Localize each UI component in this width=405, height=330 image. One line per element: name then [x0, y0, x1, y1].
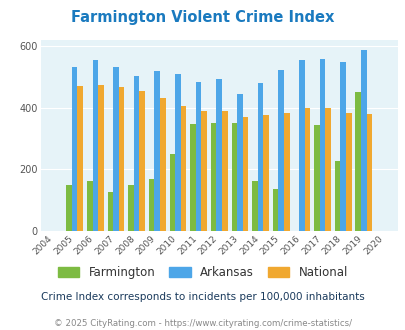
Bar [257, 83, 263, 231]
Bar [72, 67, 77, 231]
Text: Crime Index corresponds to incidents per 100,000 inhabitants: Crime Index corresponds to incidents per… [41, 292, 364, 302]
Bar [354, 92, 360, 231]
Bar [119, 87, 124, 231]
Bar [324, 109, 330, 231]
Bar [98, 85, 103, 231]
Bar [180, 106, 186, 231]
Bar [283, 113, 289, 231]
Bar [231, 123, 237, 231]
Bar [210, 123, 216, 231]
Bar [334, 161, 339, 231]
Bar [139, 90, 145, 231]
Bar [263, 115, 268, 231]
Bar [92, 60, 98, 231]
Bar [107, 192, 113, 231]
Bar [149, 179, 154, 231]
Bar [272, 189, 278, 231]
Bar [169, 154, 175, 231]
Bar [222, 111, 227, 231]
Bar [345, 113, 351, 231]
Bar [190, 123, 195, 231]
Bar [87, 181, 92, 231]
Bar [77, 86, 83, 231]
Bar [313, 125, 319, 231]
Bar [278, 70, 283, 231]
Bar [366, 114, 371, 231]
Bar [339, 62, 345, 231]
Bar [298, 60, 304, 231]
Bar [360, 50, 366, 231]
Bar [128, 185, 134, 231]
Bar [175, 75, 180, 231]
Bar [154, 71, 160, 231]
Bar [242, 117, 247, 231]
Bar [216, 79, 222, 231]
Bar [113, 67, 119, 231]
Bar [160, 98, 165, 231]
Text: © 2025 CityRating.com - https://www.cityrating.com/crime-statistics/: © 2025 CityRating.com - https://www.city… [54, 319, 351, 328]
Bar [252, 181, 257, 231]
Bar [201, 111, 207, 231]
Bar [319, 59, 324, 231]
Bar [134, 76, 139, 231]
Legend: Farmington, Arkansas, National: Farmington, Arkansas, National [53, 262, 352, 284]
Bar [304, 108, 309, 231]
Bar [237, 94, 242, 231]
Bar [195, 82, 201, 231]
Bar [66, 185, 72, 231]
Text: Farmington Violent Crime Index: Farmington Violent Crime Index [71, 10, 334, 25]
